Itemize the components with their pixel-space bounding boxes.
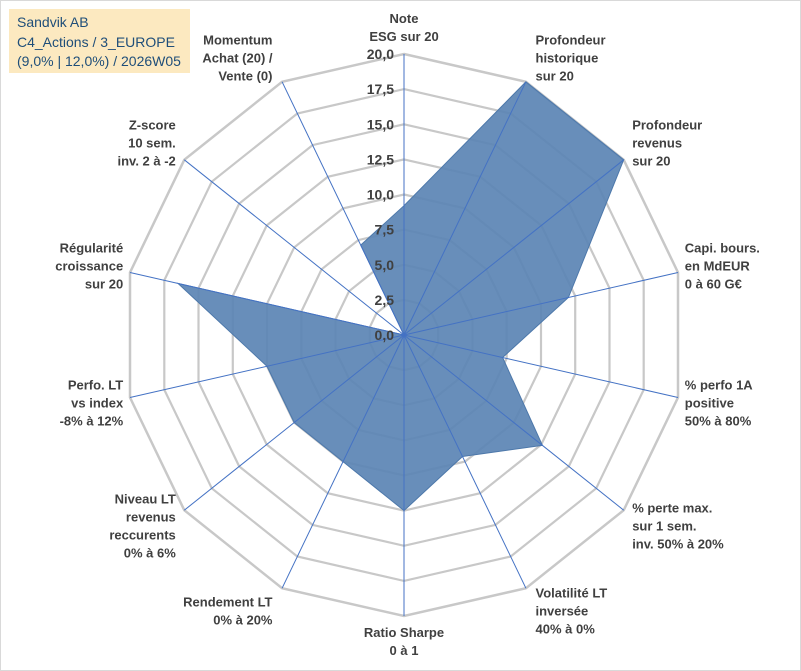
axis-label: Momentum Achat (20) / Vente (0) <box>202 32 272 83</box>
tick-label: 12,5 <box>367 151 394 167</box>
axis-label: % perte max. sur 1 sem. inv. 50% à 20% <box>632 500 724 551</box>
axis-label-line: Vente (0) <box>218 68 272 83</box>
axis-label: Perfo. LT vs index -8% à 12% <box>60 377 124 428</box>
axis-label-line: sur 20 <box>536 68 574 83</box>
spoke-line <box>281 334 405 589</box>
axis-label-line: ESG sur 20 <box>369 29 438 44</box>
axis-label-line: revenus <box>126 509 176 524</box>
spoke-line <box>129 334 405 398</box>
series-area <box>176 81 625 512</box>
spoke-line <box>403 81 527 336</box>
axis-label-line: Note <box>390 11 419 26</box>
axis-label: Ratio Sharpe 0 à 1 <box>364 625 444 658</box>
spoke-line <box>183 159 405 336</box>
tick-label: 5,0 <box>375 257 395 273</box>
axis-label-line: -8% à 12% <box>60 413 124 428</box>
axis-label-line: inversée <box>536 604 589 619</box>
axis-label-line: Régularité <box>60 241 124 256</box>
axis-label-line: croissance <box>55 259 123 274</box>
axis-label-line: Z-score <box>129 118 176 133</box>
axis-label-line: inv. 50% à 20% <box>632 536 724 551</box>
axis-label-line: inv. 2 à -2 <box>118 154 176 169</box>
axis-labels: Note ESG sur 20 Profondeur historique sur 20… <box>55 11 760 658</box>
axis-label: Niveau LT revenus reccurents 0% à 6% <box>109 491 176 560</box>
axis-label-line: Profondeur <box>536 32 606 47</box>
axis-label-line: historique <box>536 50 599 65</box>
axis-label-line: 0 à 60 G€ <box>685 277 742 292</box>
tick-label: 0,0 <box>375 327 395 343</box>
axis-label-line: sur 1 sem. <box>632 518 696 533</box>
axis-label-line: Niveau LT <box>115 491 176 506</box>
axis-label-line: sur 20 <box>632 154 670 169</box>
axis-label-line: 50% à 80% <box>685 413 752 428</box>
spoke-line <box>403 334 625 511</box>
axis-label-line: 0% à 6% <box>124 545 176 560</box>
chart-title-box: Sandvik AB C4_Actions / 3_EUROPE (9,0% |… <box>9 9 190 73</box>
axis-label: Volatilité LT inversée 40% à 0% <box>536 586 608 637</box>
tick-label: 10,0 <box>367 187 394 203</box>
tick-label: 20,0 <box>367 46 394 62</box>
axis-label-line: 0% à 20% <box>213 613 273 628</box>
axis-label-line: Ratio Sharpe <box>364 625 444 640</box>
axis-label: Régularité croissance sur 20 <box>55 241 123 292</box>
axis-label-line: reccurents <box>109 527 175 542</box>
axis-label-line: Momentum <box>203 32 272 47</box>
axis-label: Rendement LT 0% à 20% <box>183 595 273 628</box>
spoke-line <box>183 334 405 511</box>
axis-label-line: % perte max. <box>632 500 712 515</box>
axis-label-line: % perfo 1A <box>685 377 754 392</box>
spoke-line <box>281 81 405 336</box>
axis-label-line: positive <box>685 395 734 410</box>
radial-tick-labels: 0,0 2,5 5,0 7,5 10,0 12,5 15,0 17,5 20,0 <box>367 46 394 343</box>
spoke-line <box>403 334 679 398</box>
axis-label-line: Achat (20) / <box>202 50 272 65</box>
axis-label: Profondeur revenus sur 20 <box>632 118 702 169</box>
tick-label: 7,5 <box>375 222 395 238</box>
axis-label-line: 10 sem. <box>128 136 176 151</box>
axis-label-line: Profondeur <box>632 118 702 133</box>
title-params: (9,0% | 12,0%) / 2026W05 <box>17 53 181 69</box>
title-company: Sandvik AB <box>17 14 89 30</box>
axis-label-line: 40% à 0% <box>536 622 596 637</box>
axis-label-line: Capi. bours. <box>685 241 760 256</box>
axis-label: Z-score 10 sem. inv. 2 à -2 <box>118 118 176 169</box>
tick-label: 17,5 <box>367 81 394 97</box>
spoke-line <box>403 334 527 589</box>
axis-label-line: Rendement LT <box>183 595 272 610</box>
spoke-line <box>129 272 405 336</box>
spoke-line <box>403 159 625 336</box>
axis-label: % perfo 1A positive 50% à 80% <box>685 377 754 428</box>
tick-label: 15,0 <box>367 116 394 132</box>
axis-label-line: vs index <box>71 395 124 410</box>
spoke-line <box>403 272 679 336</box>
axis-label-line: 0 à 1 <box>390 643 419 658</box>
axis-label-line: en MdEUR <box>685 259 751 274</box>
title-category: C4_Actions / 3_EUROPE <box>17 33 175 50</box>
radar-series <box>129 54 679 616</box>
tick-label: 2,5 <box>375 292 395 308</box>
axis-label-line: revenus <box>632 136 682 151</box>
axis-label: Capi. bours. en MdEUR 0 à 60 G€ <box>685 241 760 292</box>
axis-label-line: Volatilité LT <box>536 586 608 601</box>
axis-label: Note ESG sur 20 <box>369 11 438 44</box>
axis-label-line: sur 20 <box>85 277 123 292</box>
axis-label-line: Perfo. LT <box>68 377 123 392</box>
axis-label: Profondeur historique sur 20 <box>536 32 606 83</box>
